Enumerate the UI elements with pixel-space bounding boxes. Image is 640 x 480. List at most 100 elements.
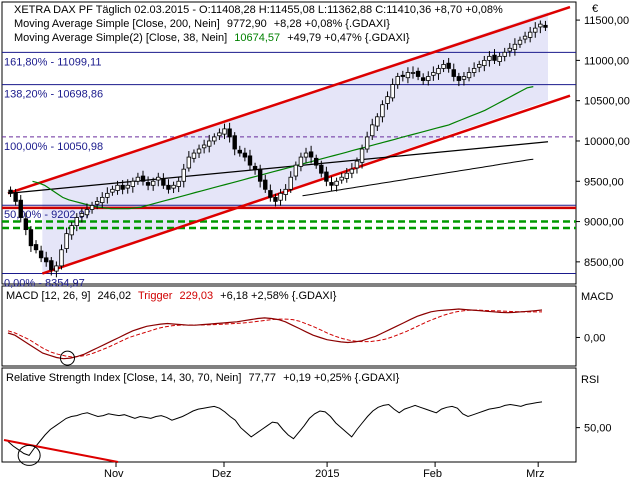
macd-trigger-label: Trigger [138, 290, 173, 302]
ma38-change: +49,79 +0,47% {.GDAXI} [287, 32, 410, 44]
rsi-axis-title: RSI [581, 374, 599, 386]
rsi-value: 77,77 [248, 372, 276, 384]
fib-label: 138,20% - 10698,86 [4, 89, 103, 101]
candle-body [125, 184, 130, 189]
candle-body [446, 62, 451, 69]
fib-label: 161,80% - 11099,11 [4, 56, 101, 68]
price-tick-label: 10500,00 [584, 96, 630, 108]
macd-layer: 0,00 [7, 308, 605, 366]
rsi-label: Relative Strength Index [Close, 14, 30, … [6, 372, 241, 384]
macd-value: 246,02 [97, 290, 131, 302]
candle-body [59, 249, 64, 267]
rsi-trend-line [3, 439, 119, 463]
candle-body [283, 188, 288, 195]
candle-body [135, 176, 141, 182]
candle-body [385, 96, 390, 104]
candle-body [94, 201, 100, 205]
fib-label: 100,00% - 10050,98 [4, 141, 103, 153]
candle-body [44, 257, 49, 263]
candle-body [156, 176, 161, 181]
candle-body [324, 171, 329, 182]
candle-body [298, 156, 304, 167]
macd-axis-title: MACD [581, 291, 613, 303]
candle-body [359, 148, 365, 163]
ma200-line [302, 158, 534, 197]
x-tick-label: Nov [104, 468, 124, 480]
macd-panel [1, 285, 577, 367]
candle-body [390, 84, 395, 99]
candle-body [227, 128, 232, 138]
candle-body [487, 55, 492, 61]
candle-body [339, 176, 344, 181]
fib-label: 0,00% - 8354,97 [4, 278, 85, 290]
candle-body [54, 265, 59, 272]
candle-body [84, 209, 90, 216]
header-line3: Moving Average Simple(2) [Close, 38, Nei… [14, 32, 410, 44]
candle-body [161, 178, 166, 186]
candle-body [405, 72, 411, 79]
price-layer: 8500,00 9000,00 9500,00 10000,00 10500,00 110… [2, 5, 630, 290]
candle-body [247, 155, 253, 166]
candle-body [527, 31, 533, 38]
price-tick-label: 10000,00 [584, 136, 630, 148]
candle-body [237, 149, 242, 154]
candle-body [354, 160, 360, 169]
macd-cross-circle [59, 350, 75, 366]
candle-body [415, 70, 421, 77]
candle-body [538, 23, 543, 28]
candle-body [278, 192, 283, 201]
candle-body [517, 39, 523, 45]
candle-body [79, 213, 85, 217]
candle-body [344, 172, 349, 179]
candle-body [23, 218, 29, 231]
candle-body [308, 151, 314, 158]
candle-body [288, 176, 293, 190]
candle-body [497, 55, 502, 62]
x-tick-label: Mrz [526, 468, 544, 480]
macd-change: +6,18 +2,58% {.GDAXI} [220, 290, 337, 302]
candle-body [456, 76, 462, 81]
candle-body [436, 68, 441, 75]
candle-body [140, 175, 146, 182]
candle-body [319, 164, 324, 174]
candle-body [293, 164, 299, 177]
ma38-label: Moving Average Simple(2) [Close, 38, Nei… [14, 32, 227, 44]
macd-tick-label: 0,00 [584, 332, 605, 344]
price-tick-label: 9000,00 [584, 217, 624, 229]
channel-upper [7, 5, 571, 195]
price-tick-label: 8500,00 [584, 257, 624, 269]
macd-line [7, 308, 543, 360]
channel-middle [7, 141, 549, 194]
candle-body [33, 244, 39, 251]
candle-body [380, 104, 385, 118]
x-tick-label: Feb [423, 468, 442, 480]
rsi-cross-circle [17, 444, 41, 466]
candle-body [466, 72, 472, 79]
candle-body [69, 225, 74, 236]
candle-body [201, 144, 207, 149]
candle-body [166, 184, 171, 190]
macd-trigger-value: 229,03 [179, 290, 213, 302]
candle-body [364, 136, 370, 150]
price-tick-label: 11000,00 [584, 55, 629, 67]
candle-body [431, 72, 436, 76]
candle-body [268, 190, 273, 198]
candle-body [196, 148, 202, 154]
channel-lower [41, 94, 571, 275]
rsi-tick-label: 50,00 [584, 423, 612, 435]
candle-body [426, 76, 431, 81]
candle-body [400, 74, 406, 77]
candle-body [232, 135, 237, 150]
macd-header-text: MACD [12, 26, 9] 246,02 Trigger 229,03 +… [6, 290, 337, 302]
candle-body [186, 156, 192, 169]
price-tick-label: 11500,00 [584, 15, 629, 27]
candle-body [349, 168, 355, 174]
candle-body [8, 189, 13, 194]
rsi-layer: 50,00 [3, 401, 612, 466]
candle-body [176, 180, 181, 187]
candle-body [145, 182, 151, 186]
candle-body [207, 140, 212, 147]
ma200-label: Moving Average Simple [Close, 200, Nein] [14, 18, 220, 30]
candle-body [410, 72, 416, 74]
